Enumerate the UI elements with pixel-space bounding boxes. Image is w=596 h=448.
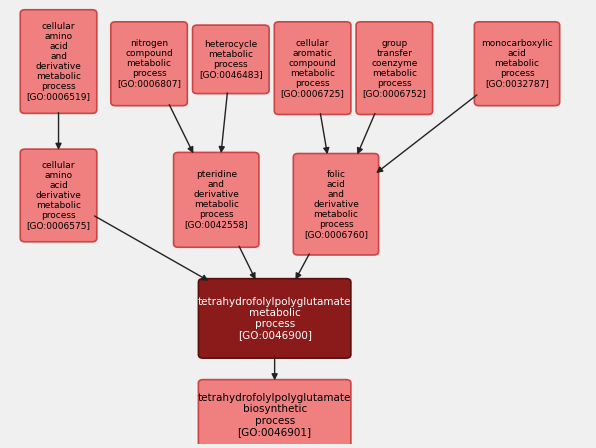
FancyBboxPatch shape: [356, 22, 433, 114]
FancyBboxPatch shape: [20, 149, 97, 242]
Text: cellular
aromatic
compound
metabolic
process
[GO:0006725]: cellular aromatic compound metabolic pro…: [281, 39, 344, 98]
Text: heterocycle
metabolic
process
[GO:0046483]: heterocycle metabolic process [GO:004648…: [199, 40, 263, 79]
Text: tetrahydrofolylpolyglutamate
biosynthetic
process
[GO:0046901]: tetrahydrofolylpolyglutamate biosyntheti…: [198, 393, 351, 437]
FancyBboxPatch shape: [20, 10, 97, 113]
FancyBboxPatch shape: [111, 22, 187, 106]
FancyBboxPatch shape: [198, 379, 351, 448]
FancyBboxPatch shape: [198, 279, 351, 358]
Text: cellular
amino
acid
and
derivative
metabolic
process
[GO:0006519]: cellular amino acid and derivative metab…: [27, 22, 91, 101]
FancyBboxPatch shape: [293, 154, 378, 255]
Text: folic
acid
and
derivative
metabolic
process
[GO:0006760]: folic acid and derivative metabolic proc…: [304, 170, 368, 239]
Text: cellular
amino
acid
derivative
metabolic
process
[GO:0006575]: cellular amino acid derivative metabolic…: [27, 161, 91, 230]
FancyBboxPatch shape: [173, 152, 259, 247]
Text: tetrahydrofolylpolyglutamate
metabolic
process
[GO:0046900]: tetrahydrofolylpolyglutamate metabolic p…: [198, 297, 351, 340]
FancyBboxPatch shape: [274, 22, 351, 114]
Text: pteridine
and
derivative
metabolic
process
[GO:0042558]: pteridine and derivative metabolic proce…: [184, 170, 248, 229]
FancyBboxPatch shape: [193, 25, 269, 94]
FancyBboxPatch shape: [474, 22, 560, 106]
Text: group
transfer
coenzyme
metabolic
process
[GO:0006752]: group transfer coenzyme metabolic proces…: [362, 39, 426, 98]
Text: monocarboxylic
acid
metabolic
process
[GO:0032787]: monocarboxylic acid metabolic process [G…: [481, 39, 553, 88]
Text: nitrogen
compound
metabolic
process
[GO:0006807]: nitrogen compound metabolic process [GO:…: [117, 39, 181, 88]
